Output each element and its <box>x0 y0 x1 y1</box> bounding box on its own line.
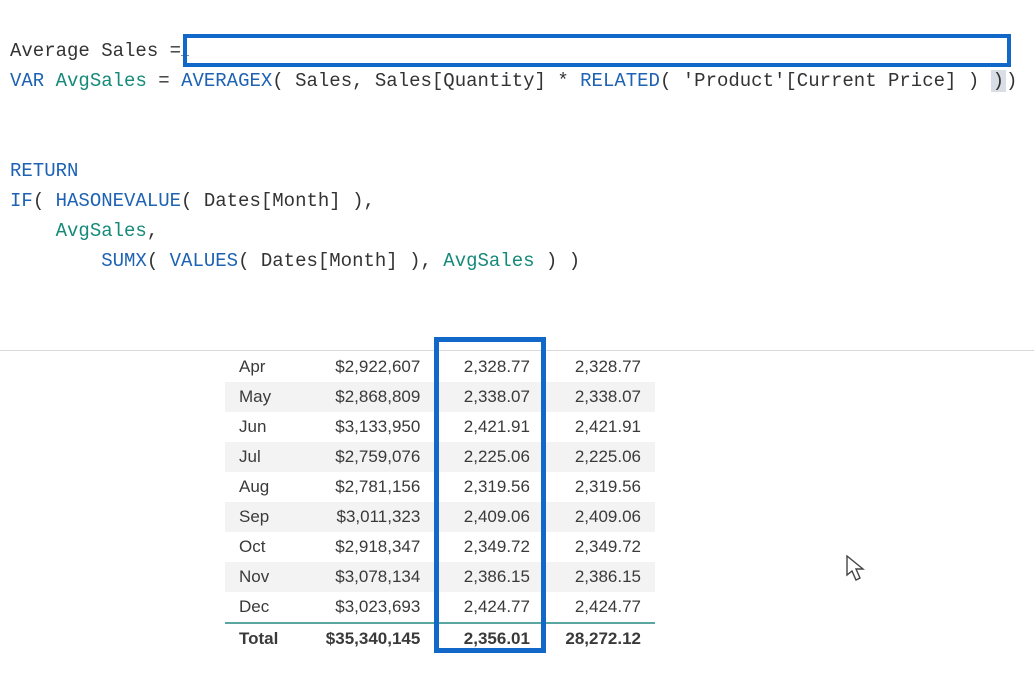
open-paren-5: ( <box>33 190 56 212</box>
cell-total-label: Total <box>225 623 298 654</box>
function-averagex: AVERAGEX <box>181 70 272 92</box>
cell-sales: $2,781,156 <box>298 472 430 502</box>
cell-month: Dec <box>225 592 298 623</box>
table-row[interactable]: Dec $3,023,693 2,424.77 2,424.77 <box>225 592 655 623</box>
cell-avg1: 2,338.07 <box>430 382 540 412</box>
measure-name: Average Sales = <box>10 40 181 62</box>
args-text-1: ( Sales, Sales[Quantity] * <box>272 70 580 92</box>
close-parens-7: ) ) <box>535 250 581 272</box>
eq-text: = <box>147 70 181 92</box>
table-row[interactable]: May $2,868,809 2,338.07 2,338.07 <box>225 382 655 412</box>
horizontal-divider <box>0 350 1034 351</box>
cell-avg2: 2,424.77 <box>540 592 655 623</box>
identifier-avgsales-3: AvgSales <box>443 250 534 272</box>
cell-avg2: 2,349.72 <box>540 532 655 562</box>
cell-sales: $3,023,693 <box>298 592 430 623</box>
cell-month: Sep <box>225 502 298 532</box>
open-paren-7: ( <box>147 250 170 272</box>
cell-month: Oct <box>225 532 298 562</box>
paren-highlight: ) <box>991 70 1006 92</box>
cell-month: Aug <box>225 472 298 502</box>
cell-sales: $2,868,809 <box>298 382 430 412</box>
cell-sales: $3,078,134 <box>298 562 430 592</box>
table-row[interactable]: Jul $2,759,076 2,225.06 2,225.06 <box>225 442 655 472</box>
function-if: IF <box>10 190 33 212</box>
cell-avg1: 2,349.72 <box>430 532 540 562</box>
table-row[interactable]: Oct $2,918,347 2,349.72 2,349.72 <box>225 532 655 562</box>
table-body: Apr $2,922,607 2,328.77 2,328.77 May $2,… <box>225 352 655 654</box>
cell-avg2: 2,409.06 <box>540 502 655 532</box>
cell-total-avg1: 2,356.01 <box>430 623 540 654</box>
trailing-paren: ) <box>1006 70 1017 92</box>
comma-6: , <box>147 220 158 242</box>
cell-avg2: 2,421.91 <box>540 412 655 442</box>
cell-total-sales: $35,340,145 <box>298 623 430 654</box>
dax-formula-editor[interactable]: Average Sales = VAR AvgSales = AVERAGEX(… <box>10 6 1024 276</box>
cell-total-avg2: 28,272.12 <box>540 623 655 654</box>
keyword-return: RETURN <box>10 160 78 182</box>
cell-avg2: 2,319.56 <box>540 472 655 502</box>
args-text-2: ( 'Product'[Current Price] ) <box>660 70 991 92</box>
cell-sales: $2,759,076 <box>298 442 430 472</box>
args-text-5: ( Dates[Month] ), <box>181 190 375 212</box>
identifier-avgsales-2: AvgSales <box>56 220 147 242</box>
cell-avg1: 2,386.15 <box>430 562 540 592</box>
table-row[interactable]: Apr $2,922,607 2,328.77 2,328.77 <box>225 352 655 382</box>
data-table: Apr $2,922,607 2,328.77 2,328.77 May $2,… <box>225 352 655 654</box>
cell-month: Jul <box>225 442 298 472</box>
cell-month: May <box>225 382 298 412</box>
cursor-icon <box>846 555 866 581</box>
function-hasonevalue: HASONEVALUE <box>56 190 181 212</box>
results-table[interactable]: Apr $2,922,607 2,328.77 2,328.77 May $2,… <box>225 352 655 654</box>
cell-month: Nov <box>225 562 298 592</box>
table-row[interactable]: Nov $3,078,134 2,386.15 2,386.15 <box>225 562 655 592</box>
function-sumx: SUMX <box>101 250 147 272</box>
cell-avg1: 2,319.56 <box>430 472 540 502</box>
table-total-row[interactable]: Total $35,340,145 2,356.01 28,272.12 <box>225 623 655 654</box>
table-row[interactable]: Sep $3,011,323 2,409.06 2,409.06 <box>225 502 655 532</box>
cell-avg1: 2,409.06 <box>430 502 540 532</box>
cell-avg1: 2,225.06 <box>430 442 540 472</box>
function-related: RELATED <box>580 70 660 92</box>
function-values: VALUES <box>170 250 238 272</box>
cell-avg2: 2,225.06 <box>540 442 655 472</box>
cell-sales: $2,918,347 <box>298 532 430 562</box>
cell-sales: $3,133,950 <box>298 412 430 442</box>
cell-month: Apr <box>225 352 298 382</box>
table-row[interactable]: Jun $3,133,950 2,421.91 2,421.91 <box>225 412 655 442</box>
identifier-avgsales: AvgSales <box>56 70 147 92</box>
table-row[interactable]: Aug $2,781,156 2,319.56 2,319.56 <box>225 472 655 502</box>
cell-month: Jun <box>225 412 298 442</box>
cell-avg1: 2,424.77 <box>430 592 540 623</box>
caret-icon <box>181 55 189 56</box>
cell-sales: $2,922,607 <box>298 352 430 382</box>
cell-avg1: 2,421.91 <box>430 412 540 442</box>
cell-avg2: 2,338.07 <box>540 382 655 412</box>
cell-avg2: 2,328.77 <box>540 352 655 382</box>
keyword-var: VAR <box>10 70 44 92</box>
cell-sales: $3,011,323 <box>298 502 430 532</box>
cell-avg1: 2,328.77 <box>430 352 540 382</box>
args-text-7: ( Dates[Month] ), <box>238 250 443 272</box>
cell-avg2: 2,386.15 <box>540 562 655 592</box>
